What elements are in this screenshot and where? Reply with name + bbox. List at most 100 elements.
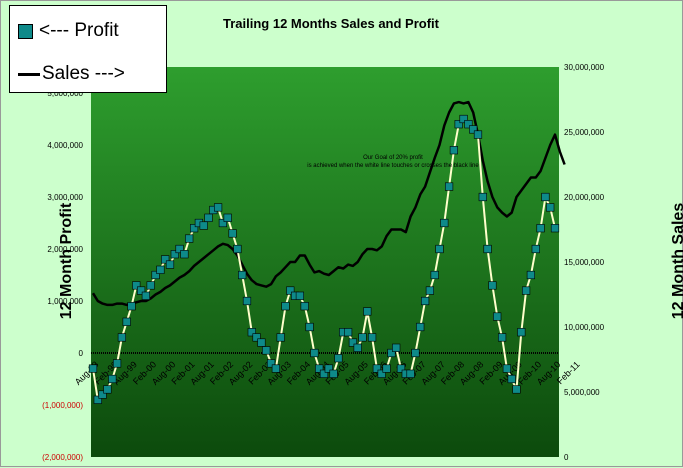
profit-point	[440, 218, 449, 228]
legend-sales-label: Sales --->	[42, 63, 125, 84]
sales-line	[91, 100, 566, 307]
profit-point	[305, 322, 314, 332]
left-tick-label: (2,000,000)	[42, 453, 83, 462]
right-tick-label: 0	[564, 453, 569, 462]
profit-point	[113, 359, 122, 368]
profit-point	[411, 348, 420, 358]
profit-point	[223, 213, 232, 222]
profit-point	[353, 343, 362, 352]
profit-point	[493, 312, 502, 321]
profit-point	[324, 364, 333, 373]
profit-point	[546, 203, 555, 212]
profit-point	[257, 338, 266, 347]
profit-point	[478, 192, 487, 202]
right-tick-label: 5,000,000	[564, 388, 600, 397]
profit-point	[377, 369, 386, 378]
legend-item-profit: <--- Profit	[18, 20, 119, 42]
left-axis-title: 12 Month Profit	[58, 202, 76, 320]
left-tick-label: 3,000,000	[47, 193, 83, 202]
profit-point	[127, 302, 136, 311]
annotation-line-2: is achieved when the white line touches …	[307, 163, 479, 169]
left-tick-label: 4,000,000	[47, 141, 83, 150]
profit-point	[329, 369, 338, 378]
left-tick-label: 1,000,000	[47, 297, 83, 306]
profit-point	[367, 333, 377, 342]
profit-point	[372, 364, 382, 373]
profit-point	[382, 364, 391, 373]
profit-point	[190, 224, 199, 233]
profit-point	[286, 286, 295, 295]
profit-point	[406, 369, 415, 378]
profit-point	[454, 120, 463, 129]
profit-point	[396, 364, 406, 373]
profit-point	[175, 244, 184, 254]
profit-point	[363, 307, 372, 316]
profit-series	[88, 114, 560, 404]
legend-profit-marker	[18, 23, 33, 39]
profit-point	[233, 244, 242, 254]
profit-point	[117, 333, 126, 342]
profit-point	[387, 348, 396, 358]
legend: <--- Profit Sales --->	[9, 5, 167, 93]
profit-point	[473, 130, 483, 139]
legend-sales-line	[18, 72, 40, 76]
profit-point	[469, 125, 478, 134]
profit-point	[507, 374, 516, 384]
profit-point	[512, 385, 521, 394]
profit-point	[502, 364, 512, 373]
profit-point	[526, 270, 535, 280]
right-tick-label: 10,000,000	[564, 323, 605, 332]
profit-point	[536, 224, 545, 233]
profit-point	[334, 354, 343, 363]
profit-point	[416, 322, 425, 332]
profit-point	[281, 302, 290, 311]
profit-point	[310, 348, 319, 358]
profit-point	[199, 221, 208, 230]
chart-title: Trailing 12 Months Sales and Profit	[223, 16, 439, 31]
profit-point	[204, 213, 213, 222]
left-tick-label: 5,000,000	[47, 89, 83, 98]
profit-point	[141, 291, 151, 300]
profit-point	[300, 302, 309, 311]
left-tick-label: 2,000,000	[47, 245, 83, 254]
profit-point	[98, 390, 107, 399]
profit-point	[444, 182, 454, 191]
right-axis-ticks: 0 5,000,000 10,000,000 15,000,000 20,000,000…	[564, 63, 605, 462]
profit-point	[137, 286, 146, 295]
profit-point	[228, 229, 237, 238]
legend-item-sales: Sales --->	[18, 63, 125, 85]
profit-point	[88, 364, 98, 373]
annotation-line-1: Our Goal of 20% profit	[363, 155, 423, 161]
profit-point	[348, 338, 358, 347]
profit-point	[108, 374, 117, 384]
left-tick-label: 0	[79, 349, 84, 358]
profit-point	[238, 270, 247, 280]
profit-point	[459, 114, 468, 124]
profit-point	[425, 286, 435, 295]
profit-point	[449, 146, 459, 155]
chart-annotation: Our Goal of 20% profit is achieved when …	[263, 154, 523, 170]
profit-point	[247, 328, 256, 337]
profit-point	[319, 369, 329, 378]
profit-point	[252, 333, 261, 342]
profit-point	[262, 346, 271, 355]
profit-point	[180, 250, 189, 259]
profit-point	[242, 296, 252, 306]
profit-point	[392, 343, 401, 352]
right-axis-title: 12 Month Sales	[670, 202, 683, 320]
legend-profit-label: <--- Profit	[39, 20, 119, 41]
profit-point	[358, 333, 367, 342]
profit-point	[276, 333, 285, 342]
right-tick-label: 30,000,000	[564, 63, 605, 72]
profit-point	[161, 255, 170, 264]
profit-point	[430, 270, 439, 280]
profit-point	[497, 333, 507, 342]
profit-point	[541, 192, 550, 202]
profit-point	[218, 218, 228, 228]
profit-point	[271, 364, 281, 373]
left-tick-label: (1,000,000)	[42, 401, 83, 410]
sales-series	[91, 100, 566, 307]
profit-point	[170, 250, 179, 259]
